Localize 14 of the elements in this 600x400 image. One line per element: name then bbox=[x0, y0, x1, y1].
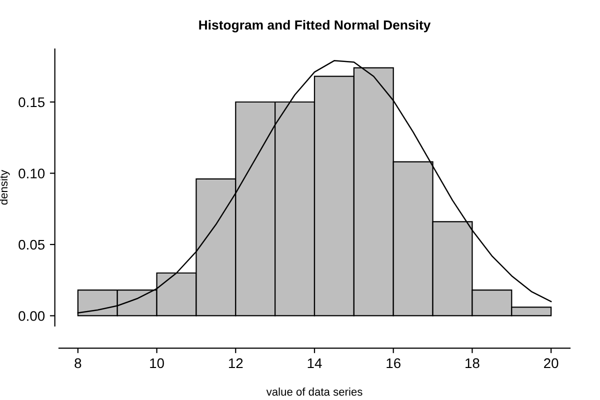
chart-title: Histogram and Fitted Normal Density bbox=[199, 20, 431, 32]
x-tick-label: 12 bbox=[228, 358, 243, 368]
x-tick-label: 16 bbox=[386, 358, 400, 368]
y-tick-label: 0.05 bbox=[18, 240, 45, 250]
x-axis-title: value of data series bbox=[266, 388, 362, 396]
x-tick-label: 18 bbox=[466, 358, 480, 368]
x-tick-label: 14 bbox=[308, 358, 322, 368]
x-tick-label: 20 bbox=[544, 358, 558, 368]
y-tick-label: 0.15 bbox=[18, 97, 45, 108]
x-tick-label: 8 bbox=[74, 358, 82, 368]
y-tick-label: 0.10 bbox=[18, 168, 45, 178]
line-series bbox=[77, 60, 552, 314]
x-tick-label: 10 bbox=[150, 358, 164, 368]
y-tick-label: 0.00 bbox=[18, 311, 45, 321]
